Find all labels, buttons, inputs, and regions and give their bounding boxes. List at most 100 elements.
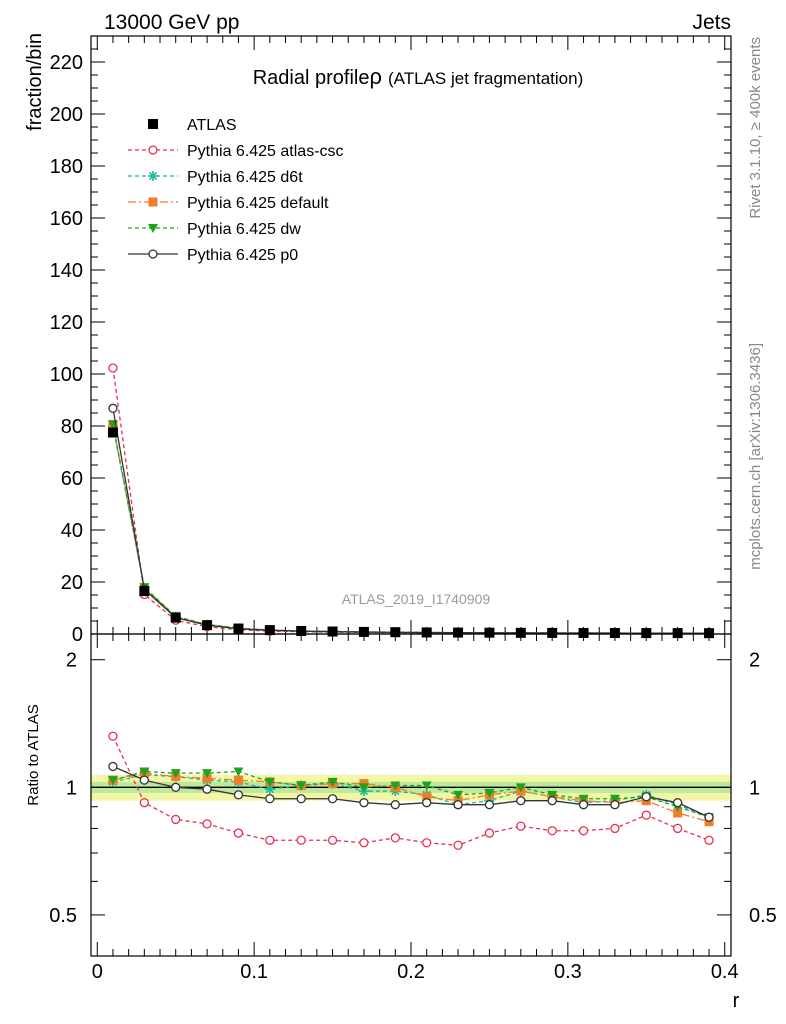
ratio-point-dw <box>515 783 526 793</box>
ratio-point-p0 <box>390 800 400 810</box>
ratio-point-p0 <box>673 798 683 808</box>
ratio-point-p0 <box>578 800 589 810</box>
ratio-point-dw <box>107 776 118 786</box>
ratio-point-atlas-csc <box>202 819 212 829</box>
ratio-point-atlas-csc <box>265 835 275 845</box>
data-point-atlas <box>296 626 307 637</box>
series-point-p0 <box>108 403 118 413</box>
y-tick-label: 180 <box>50 156 83 178</box>
data-point-atlas <box>358 626 369 637</box>
ratio-axis-label: Ratio to ATLAS <box>25 704 42 805</box>
data-point-atlas <box>515 627 526 638</box>
ratio-point-atlas-csc <box>327 835 338 845</box>
data-point-atlas <box>421 627 432 638</box>
chart-title-main: Radial profile <box>253 67 370 89</box>
ratio-point-atlas-csc <box>516 821 526 831</box>
chart-title-symbol: ρ <box>369 64 382 89</box>
ratio-point-d6t <box>264 784 275 795</box>
ratio-point-default <box>233 775 243 785</box>
ratio-point-dw <box>358 783 369 793</box>
y-tick-label: 160 <box>50 208 83 230</box>
data-point-atlas <box>107 427 118 438</box>
data-point-atlas <box>704 628 715 639</box>
ratio-point-atlas-csc <box>578 826 589 836</box>
ratio-point-p0 <box>610 800 620 810</box>
ratio-point-atlas-csc <box>359 838 369 848</box>
data-point-atlas <box>609 628 620 639</box>
legend-marker-p0 <box>148 249 158 259</box>
legend: ATLAS Pythia 6.425 atlas-csc Pythia 6.425 … <box>128 117 344 264</box>
legend-marker-d6t <box>148 171 158 181</box>
x-tick-label: 0 <box>92 961 103 983</box>
ratio-point-p0 <box>171 782 181 792</box>
y-axis-label: fraction/bin <box>24 33 46 131</box>
y-tick-label: 40 <box>61 520 83 542</box>
ratio-point-dw <box>421 781 432 791</box>
header-right-text: Jets <box>692 11 731 34</box>
ratio-point-dw <box>327 777 338 787</box>
ratio-point-p0 <box>108 761 118 772</box>
legend-label-atlas-csc: Pythia 6.425 atlas-csc <box>187 143 344 160</box>
x-tick-label: 0.3 <box>554 961 582 983</box>
y-tick-label: 120 <box>50 312 83 334</box>
ratio-point-atlas-csc <box>641 810 651 820</box>
data-point-atlas <box>578 627 589 638</box>
ratio-point-dw <box>296 781 307 791</box>
legend-label-default: Pythia 6.425 default <box>187 195 329 212</box>
chart-subtitle: (ATLAS jet fragmentation) <box>388 69 583 88</box>
y-tick-label: 220 <box>50 52 83 74</box>
legend-label-d6t: Pythia 6.425 d6t <box>187 169 303 186</box>
data-point-atlas <box>327 626 338 637</box>
ratio-point-atlas-csc <box>233 828 244 838</box>
ratio-point-p0 <box>704 812 714 822</box>
ratio-point-p0 <box>233 790 244 800</box>
series-line-dw <box>112 424 710 634</box>
ratio-point-atlas-csc <box>108 731 118 741</box>
ratio-point-p0 <box>547 796 557 806</box>
analysis-watermark: ATLAS_2019_I1740909 <box>342 591 491 607</box>
ratio-point-atlas-csc <box>139 798 149 808</box>
ratio-line-d6t <box>112 774 710 818</box>
ratio-point-dw <box>453 790 464 800</box>
data-point-atlas <box>390 627 401 638</box>
data-point-atlas <box>264 625 275 636</box>
ratio-tick-label: 2 <box>66 650 77 672</box>
x-tick-label: 0.2 <box>397 961 425 983</box>
ratio-point-p0 <box>484 800 495 810</box>
ratio-point-atlas-csc <box>171 814 181 825</box>
x-axis-label: r <box>733 990 740 1012</box>
ratio-tick-label-right: 1 <box>749 777 760 799</box>
rivet-side-label: Rivet 3.1.10, ≥ 400k events <box>747 37 764 219</box>
ratio-point-p0 <box>453 800 463 810</box>
ratio-point-atlas-csc <box>673 823 683 834</box>
y-tick-label: 20 <box>61 572 83 594</box>
series-point-atlas-csc <box>108 363 118 373</box>
x-tick-label: 0.1 <box>240 961 268 983</box>
ratio-point-dw <box>547 790 558 800</box>
ratio-point-default <box>422 792 432 802</box>
ratio-line-atlas-csc <box>112 735 710 846</box>
legend-label-atlas: ATLAS <box>187 117 237 134</box>
ratio-tick-label: 1 <box>66 777 77 799</box>
ratio-point-atlas-csc <box>610 823 620 834</box>
legend-marker-dw <box>148 224 158 233</box>
ratio-point-p0 <box>265 794 275 804</box>
ratio-point-p0 <box>641 792 651 802</box>
ratio-line-default <box>112 772 710 823</box>
y-tick-label: 200 <box>50 104 83 126</box>
ratio-point-p0 <box>139 775 149 785</box>
ratio-point-atlas-csc <box>704 835 714 845</box>
data-point-atlas <box>202 620 213 631</box>
ratio-point-dw <box>484 788 495 798</box>
ratio-point-atlas-csc <box>547 826 557 836</box>
x-tick-label: 0.4 <box>711 961 739 983</box>
ratio-point-dw <box>170 769 181 779</box>
data-point-atlas <box>547 627 558 638</box>
ratio-point-p0 <box>202 784 212 794</box>
ratio-point-default <box>673 808 683 818</box>
data-point-atlas <box>672 628 683 639</box>
ratio-point-dw <box>390 781 401 791</box>
ratio-line-p0 <box>112 765 710 818</box>
header-left-text: 13000 GeV pp <box>104 11 239 34</box>
legend-label-p0: Pythia 6.425 p0 <box>187 247 298 264</box>
